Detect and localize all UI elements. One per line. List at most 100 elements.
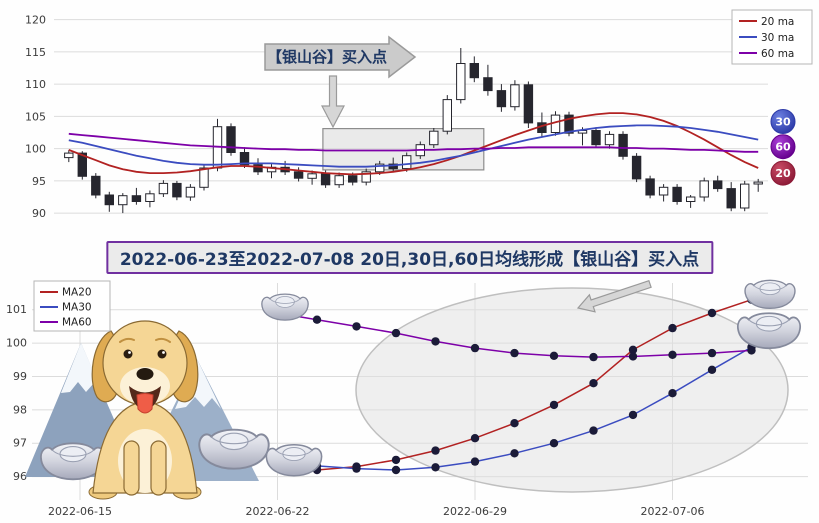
data-point xyxy=(628,352,638,361)
legend: MA20 MA30 MA60 xyxy=(33,280,111,332)
golden-retriever-dog xyxy=(88,320,202,500)
candle-up xyxy=(145,193,155,203)
candle-down xyxy=(348,175,358,183)
data-point xyxy=(549,439,559,448)
candle-down xyxy=(131,195,142,202)
candle-up xyxy=(740,183,750,209)
data-point xyxy=(707,308,717,318)
pattern-highlight-ellipse xyxy=(355,287,789,493)
candle-down xyxy=(77,152,87,177)
dog-eye xyxy=(157,349,167,359)
ma-line-chart: 96 97 98 99 100 101 2022-06-15 2022-06-22 2022-0… xyxy=(6,279,808,518)
data-point xyxy=(470,343,480,353)
dog-eye xyxy=(123,349,133,359)
buy-point-callout: 【银山谷】买入点 xyxy=(264,35,417,129)
chart-title-banner: 2022-06-23至2022-07-08 20日,30日,60日均线形成【银山… xyxy=(105,241,714,274)
data-point xyxy=(589,379,598,388)
candle-down xyxy=(713,180,723,190)
data-point xyxy=(668,350,677,359)
chart-title-text: 2022-06-23至2022-07-08 20日,30日,60日均线形成【银山… xyxy=(119,250,700,270)
ma-line-MA30 xyxy=(316,346,752,471)
candle-up xyxy=(456,63,466,101)
silver-ingot-icon xyxy=(744,279,796,310)
legend-label-ma60: MA60 xyxy=(62,317,92,329)
data-point xyxy=(352,464,361,473)
y-tick-label: 115 xyxy=(25,46,46,59)
silver-ingot-icon xyxy=(265,443,323,477)
dog-tongue xyxy=(136,393,154,414)
data-point xyxy=(628,345,638,354)
dog-eye-glint xyxy=(128,351,131,354)
ma-line-MA20 xyxy=(316,298,752,471)
dog-front-leg xyxy=(123,440,140,496)
silver-ingot-icon xyxy=(261,293,309,321)
callout-banner-shape xyxy=(264,35,417,79)
candle-up xyxy=(604,133,615,146)
candle-down xyxy=(172,182,182,198)
dog-brow xyxy=(119,337,135,343)
candle-up xyxy=(658,186,669,196)
ma-lines xyxy=(273,295,756,475)
candle-up xyxy=(699,180,709,198)
data-point xyxy=(352,322,361,331)
y-tick-label: 100 xyxy=(25,143,46,156)
candle-up xyxy=(510,84,520,108)
data-point xyxy=(549,351,559,360)
data-point xyxy=(668,323,677,333)
callout-text: 【银山谷】买入点 xyxy=(267,48,387,66)
data-point xyxy=(391,328,401,338)
silver-ingot-icon xyxy=(198,428,270,470)
candle-down xyxy=(496,90,507,108)
ma-badge-60 xyxy=(770,134,796,160)
top-grid: 90 95 100 105 110 115 120 xyxy=(25,14,768,220)
data-point xyxy=(668,389,677,398)
data-point xyxy=(431,463,440,472)
data-point xyxy=(707,348,717,358)
legend-label-60ma: 60 ma xyxy=(761,48,794,60)
candle-up xyxy=(375,163,385,173)
y-tick-label: 99 xyxy=(13,370,27,383)
candle-down xyxy=(91,175,101,196)
data-point xyxy=(589,352,598,362)
ma-badges: 30 60 20 xyxy=(770,109,796,186)
legend-label-ma20: MA20 xyxy=(62,287,92,299)
x-tick-label: 2022-06-22 xyxy=(246,505,310,518)
y-tick-label: 97 xyxy=(13,437,27,450)
candle-up xyxy=(158,182,169,195)
candle-down xyxy=(645,178,655,196)
data-point xyxy=(391,465,401,475)
candle-up xyxy=(334,175,344,186)
data-point xyxy=(510,348,519,358)
data-point xyxy=(470,457,480,466)
moving-average-lines xyxy=(68,112,759,176)
dog-mascot-scene xyxy=(25,320,270,500)
x-tick-label: 2022-07-06 xyxy=(641,505,705,518)
y-tick-label: 110 xyxy=(25,78,46,91)
candle-up xyxy=(118,195,128,206)
data-point xyxy=(747,346,756,355)
candle-up xyxy=(185,186,196,198)
data-point xyxy=(628,410,638,420)
x-tick-label: 2022-06-15 xyxy=(48,505,112,518)
dog-eye-glint xyxy=(162,351,165,354)
candle-up xyxy=(361,171,371,183)
data-point xyxy=(431,337,440,346)
candle-down xyxy=(239,152,250,166)
candle-down xyxy=(564,114,574,134)
legend-label-ma30: MA30 xyxy=(62,302,92,314)
candle-up xyxy=(686,196,696,202)
ellipse-arrow-icon xyxy=(576,279,652,313)
down-arrow-icon xyxy=(321,75,345,129)
candle-up xyxy=(402,155,412,170)
candle-down xyxy=(253,164,263,173)
data-point xyxy=(707,365,717,374)
candle-down xyxy=(672,186,682,203)
ma-badge-20 xyxy=(770,160,796,186)
ma-line-60ma xyxy=(68,132,759,153)
candlestick-chart: 90 95 100 105 110 115 120 20 ma 30 ma 60 ma 【银… xyxy=(25,9,813,220)
ma-line-30ma xyxy=(68,124,759,168)
legend-swatches xyxy=(739,20,757,54)
data-point xyxy=(589,426,598,435)
ma-badge-30 xyxy=(770,109,796,134)
ma-badge-label: 20 xyxy=(775,167,791,180)
